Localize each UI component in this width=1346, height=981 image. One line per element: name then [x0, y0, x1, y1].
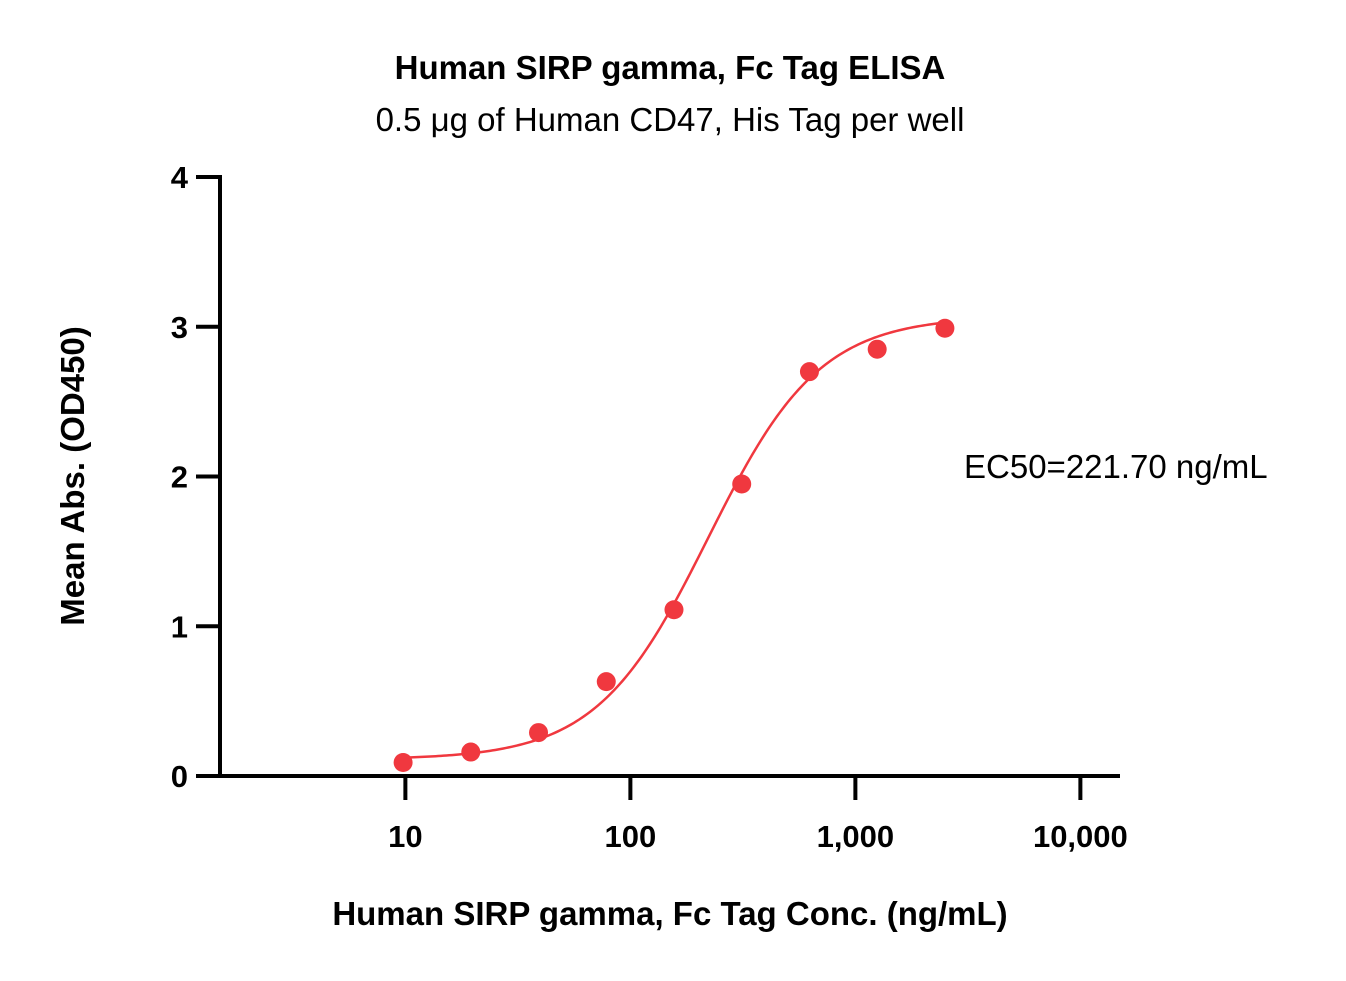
y-tick-label: 4	[171, 160, 189, 195]
y-tick-label: 3	[171, 310, 188, 345]
y-axis-label: Mean Abs. (OD450)	[54, 326, 91, 626]
fit-curve	[403, 321, 946, 759]
data-point	[799, 362, 819, 382]
chart-title: Human SIRP gamma, Fc Tag ELISA	[395, 49, 946, 86]
data-point	[664, 600, 684, 620]
y-tick-label: 1	[171, 609, 188, 644]
x-tick-label: 1,000	[817, 819, 895, 854]
data-point	[596, 672, 616, 692]
x-tick-label: 100	[605, 819, 657, 854]
chart-subtitle: 0.5 μg of Human CD47, His Tag per well	[376, 101, 965, 138]
data-point	[529, 723, 549, 743]
x-axis: 10 100 1,000 10,000	[196, 774, 1128, 854]
data-point	[393, 753, 413, 773]
data-point	[461, 742, 481, 762]
x-tick-label: 10	[388, 819, 422, 854]
x-axis-label: Human SIRP gamma, Fc Tag Conc. (ng/mL)	[332, 895, 1007, 932]
data-point	[935, 318, 955, 338]
y-axis: 0 1 2 3 4	[171, 160, 222, 794]
data-point	[867, 339, 887, 359]
data-point	[732, 474, 752, 494]
data-points	[393, 318, 955, 773]
y-tick-label: 0	[171, 759, 188, 794]
ec50-annotation: EC50=221.70 ng/mL	[964, 448, 1268, 485]
x-tick-label: 10,000	[1033, 819, 1128, 854]
y-tick-label: 2	[171, 460, 188, 495]
